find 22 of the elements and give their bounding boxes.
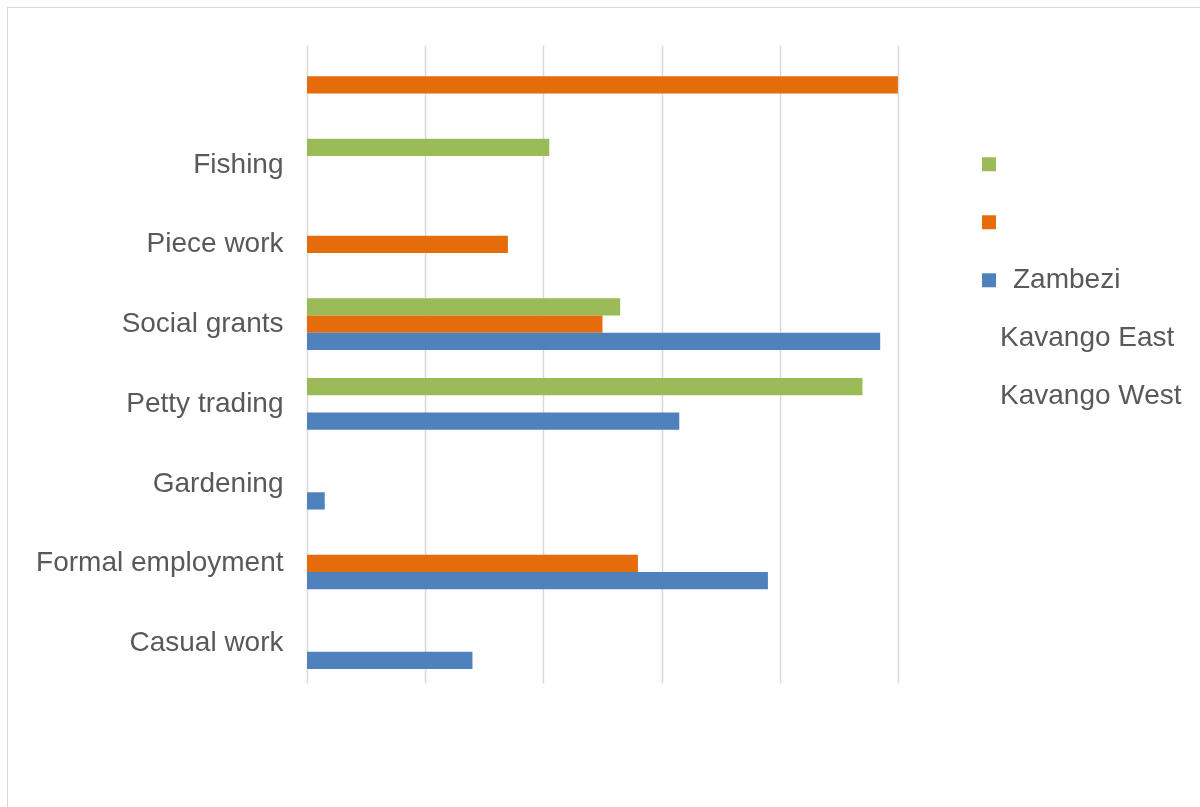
bar (307, 412, 680, 430)
bar (307, 235, 508, 254)
y-tick-label: Piece work (146, 227, 285, 259)
bar (307, 332, 881, 351)
y-tick-label: Fishing (193, 147, 284, 179)
legend-label: Zambezi (1013, 263, 1121, 295)
bar (307, 138, 550, 156)
bar (307, 377, 863, 396)
y-tick-label: Social grants (121, 307, 284, 339)
y-tick-label: Formal employment (36, 546, 284, 578)
bar (307, 298, 621, 316)
bar (307, 315, 603, 333)
bar (307, 651, 473, 670)
bar (307, 554, 638, 573)
bar (307, 76, 898, 94)
text: Kavango West (1000, 379, 1182, 411)
bar (307, 572, 768, 590)
y-tick-label: Gardening (152, 466, 284, 498)
bar (307, 492, 325, 510)
y-tick-label: Petty trading (126, 386, 284, 418)
y-tick-label: Casual work (129, 626, 285, 658)
text: Kavango East (1000, 321, 1175, 353)
